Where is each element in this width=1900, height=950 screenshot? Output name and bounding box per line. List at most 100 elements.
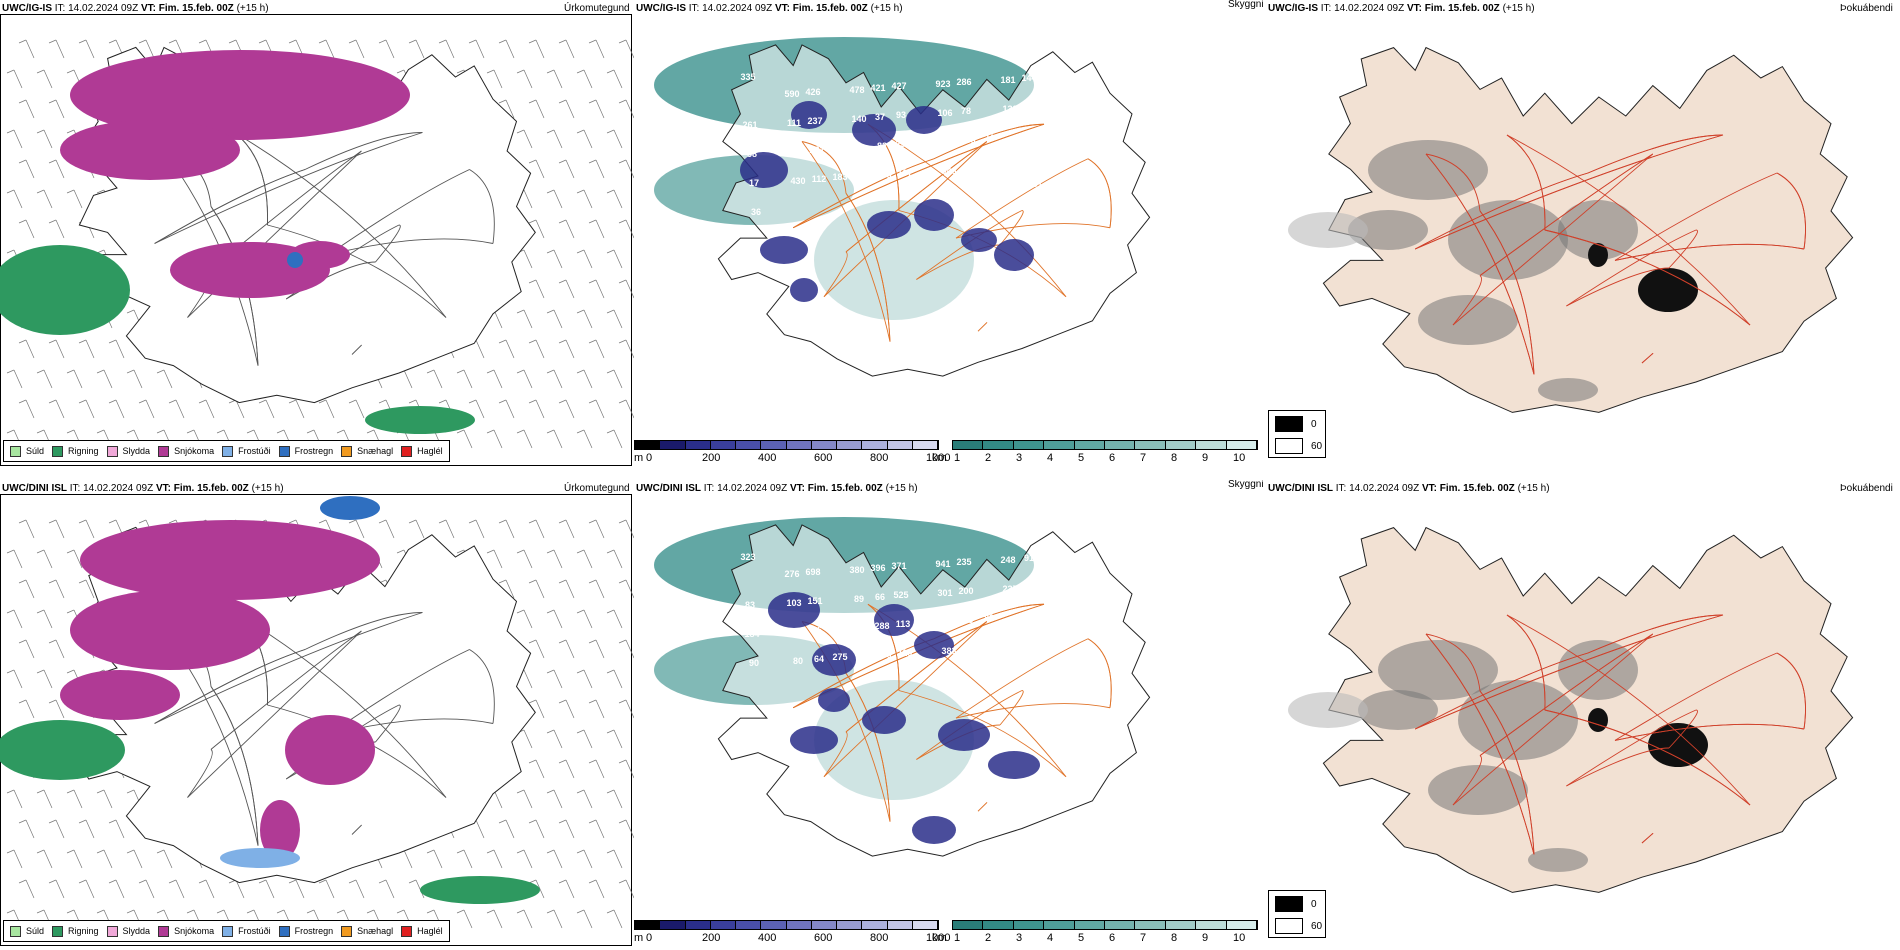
fog-index-area	[1458, 680, 1578, 760]
visibility-value: 58	[747, 149, 757, 159]
low-visibility-cell	[912, 816, 956, 844]
legend-label: Frostúði	[238, 926, 271, 936]
visibility-value: 426	[805, 87, 820, 97]
colorbar-swatch	[1074, 921, 1106, 929]
colorbar-swatch	[1196, 441, 1227, 449]
snowfall-area	[290, 241, 350, 269]
map-frame	[0, 494, 632, 946]
visibility-value: 113	[896, 619, 911, 629]
legend-swatch	[158, 925, 170, 937]
visibility-value: 159	[962, 644, 977, 654]
fog-index-area	[1418, 295, 1518, 345]
visibility-m-colorbar: m 0 200 400 600 800 1000	[634, 440, 950, 470]
legend-item: Slydda	[106, 445, 150, 457]
visibility-value: 380	[849, 565, 864, 575]
colorbar-tick: 4	[1047, 452, 1054, 464]
colorbar-swatch	[1226, 921, 1258, 929]
panel-title: UWC/DINI ISL IT: 14.02.2024 09Z VT: Fim.…	[2, 483, 284, 494]
fog-index-map	[1288, 46, 1854, 413]
legend-label: Frostregn	[294, 446, 334, 456]
product-label: Úrkomutegund	[564, 483, 630, 494]
colorbar-swatch	[862, 921, 888, 929]
visibility-value: 371	[891, 561, 906, 571]
visibility-value: 590	[784, 89, 799, 99]
low-visibility-cell	[768, 592, 820, 628]
colorbar-swatch	[953, 441, 984, 449]
colorbar-tick: 2	[985, 932, 992, 944]
visibility-value: 112	[812, 174, 827, 184]
snowfall-area	[260, 800, 300, 860]
colorbar-swatch	[1135, 441, 1166, 449]
visibility-value: 78	[986, 642, 996, 652]
colorbar-swatch	[1105, 921, 1136, 929]
colorbar-swatch	[1135, 921, 1166, 929]
panel-title: UWC/IG-IS IT: 14.02.2024 09Z VT: Fim. 15…	[2, 3, 269, 14]
colorbar-tick: 600	[814, 452, 833, 464]
colorbar-tick: 10	[1233, 452, 1246, 464]
colorbar-unit: m	[634, 452, 644, 464]
colorbar-swatch	[1105, 441, 1136, 449]
fog-index-area	[1358, 690, 1438, 730]
colorbar-tick: 5	[1078, 452, 1085, 464]
colorbar-tick: 5	[1078, 932, 1085, 944]
fog-index-area	[1378, 640, 1498, 700]
colorbar-swatch	[660, 921, 686, 929]
colorbar-swatch	[953, 921, 984, 929]
colorbar-tick: 7	[1140, 932, 1147, 944]
fog-index-core	[1588, 708, 1608, 732]
legend-item: Súld	[10, 445, 44, 457]
visibility-value: 111	[787, 118, 801, 128]
visibility-value: 93	[896, 110, 906, 120]
fog-index-area	[1288, 212, 1368, 248]
colorbar-tick: 6	[1109, 932, 1116, 944]
precip-type-panel: UWC/IG-IS IT: 14.02.2024 09Z VT: Fim. 15…	[0, 0, 634, 470]
legend-label: Haglél	[417, 926, 443, 936]
legend-swatch	[341, 445, 353, 457]
legend-swatch	[10, 925, 21, 937]
visibility-value: 160	[876, 650, 891, 660]
colorbar-swatch	[887, 921, 913, 929]
colorbar-swatch	[1044, 441, 1075, 449]
valid-time: VT: Fim. 15.feb. 00Z	[155, 483, 249, 494]
visibility-value: 299	[895, 139, 910, 149]
visibility-value: 427	[891, 81, 906, 91]
legend-swatch	[278, 925, 290, 937]
colorbar-swatch	[761, 441, 787, 449]
visibility-value: 276	[784, 569, 799, 579]
fog-legend-swatch	[1275, 896, 1303, 912]
fog-index-area	[1528, 848, 1588, 872]
visibility-value: 132	[1002, 104, 1017, 114]
visibility-value: 288	[874, 621, 889, 631]
low-visibility-cell	[812, 644, 856, 676]
colorbar-swatch	[912, 441, 938, 449]
colorbar-tick: 4	[1047, 932, 1054, 944]
colorbar-tick: 400	[758, 452, 777, 464]
visibility-value: 90	[749, 658, 759, 668]
visibility-value: 195	[876, 170, 891, 180]
precip-type-legend: Súld Rigning Slydda Snjókoma Frostúði Frostre…	[3, 920, 450, 942]
fog-legend-label: 0	[1311, 898, 1317, 910]
legend-swatch	[106, 445, 118, 457]
legend-label: Rigning	[68, 446, 99, 456]
colorbar-swatch	[912, 921, 938, 929]
low-visibility-cell	[914, 631, 954, 659]
freezing-rain-area	[287, 252, 303, 268]
colorbar-tick: 8	[1171, 452, 1178, 464]
low-visibility-cell	[914, 199, 954, 231]
road-network	[1414, 134, 1806, 375]
visibility-value: 237	[1002, 584, 1017, 594]
visibility-value: 106	[937, 108, 952, 118]
init-time: IT: 14.02.2024 09Z	[703, 483, 788, 494]
visibility-panel: 323 276 698 380 396 371 941 235 248 91 83 103 151 89 6…	[634, 480, 1268, 950]
visibility-value: 183	[832, 172, 847, 182]
snowfall-area	[285, 715, 375, 785]
lead-time: (+15 h)	[236, 3, 269, 14]
visibility-value: 275	[832, 652, 847, 662]
precip-type-map	[0, 39, 634, 449]
visibility-value: 64	[814, 654, 824, 664]
forecast-row: UWC/IG-IS IT: 14.02.2024 09Z VT: Fim. 15…	[0, 0, 1900, 470]
panel-title: UWC/DINI ISL IT: 14.02.2024 09Z VT: Fim.…	[636, 483, 918, 494]
legend-swatch	[278, 445, 290, 457]
fog-legend-swatch	[1275, 416, 1303, 432]
low-visibility-cell	[906, 106, 942, 134]
